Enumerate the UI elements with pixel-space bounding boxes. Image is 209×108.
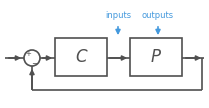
Text: inputs: inputs [105, 11, 131, 21]
Text: outputs: outputs [142, 11, 174, 21]
Bar [130, 38, 182, 76]
Bar [55, 38, 107, 76]
Text: C: C [75, 48, 87, 66]
Text: +: + [25, 51, 31, 57]
Text: P: P [151, 48, 161, 66]
Text: −: − [32, 59, 38, 68]
